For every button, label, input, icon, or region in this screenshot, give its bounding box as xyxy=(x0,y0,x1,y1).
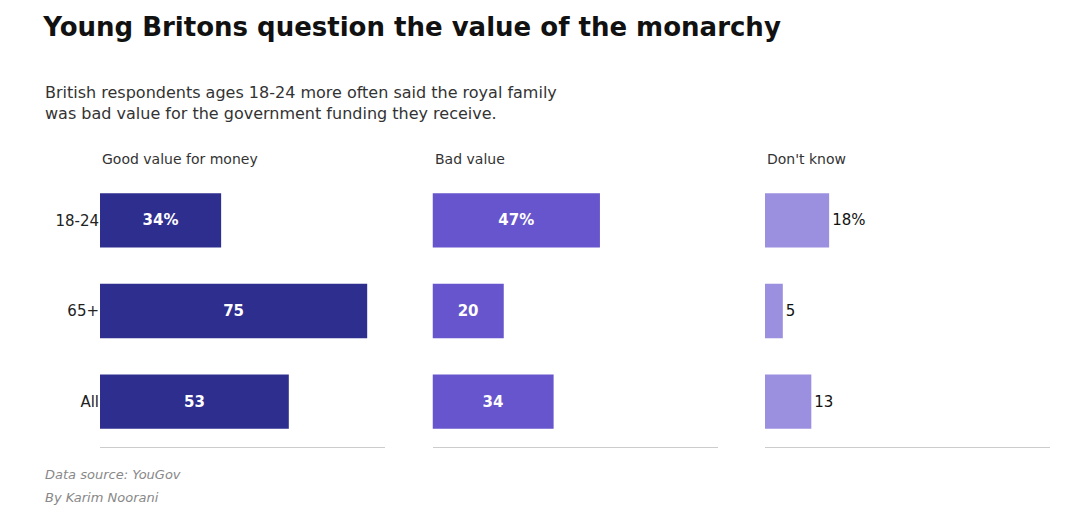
svg-text:20: 20 xyxy=(458,302,479,320)
svg-text:18-24: 18-24 xyxy=(55,212,99,230)
svg-text:Good value for money: Good value for money xyxy=(102,151,258,167)
svg-text:75: 75 xyxy=(223,302,244,320)
svg-text:Bad value: Bad value xyxy=(435,151,505,167)
svg-text:Don't know: Don't know xyxy=(767,151,846,167)
svg-text:65+: 65+ xyxy=(67,302,99,320)
svg-text:47%: 47% xyxy=(498,211,534,229)
svg-text:53: 53 xyxy=(184,393,205,411)
svg-text:By Karim Noorani: By Karim Noorani xyxy=(45,490,159,505)
svg-text:5: 5 xyxy=(786,302,796,320)
svg-text:34: 34 xyxy=(483,393,504,411)
svg-text:All: All xyxy=(80,393,99,411)
svg-text:13: 13 xyxy=(814,393,833,411)
svg-text:34%: 34% xyxy=(143,211,179,229)
svg-text:Young Britons question the val: Young Britons question the value of the … xyxy=(42,12,781,42)
svg-text:18%: 18% xyxy=(832,211,865,229)
svg-text:Data source: YouGov: Data source: YouGov xyxy=(45,467,181,482)
svg-text:British respondents ages 18-24: British respondents ages 18-24 more ofte… xyxy=(45,83,557,123)
